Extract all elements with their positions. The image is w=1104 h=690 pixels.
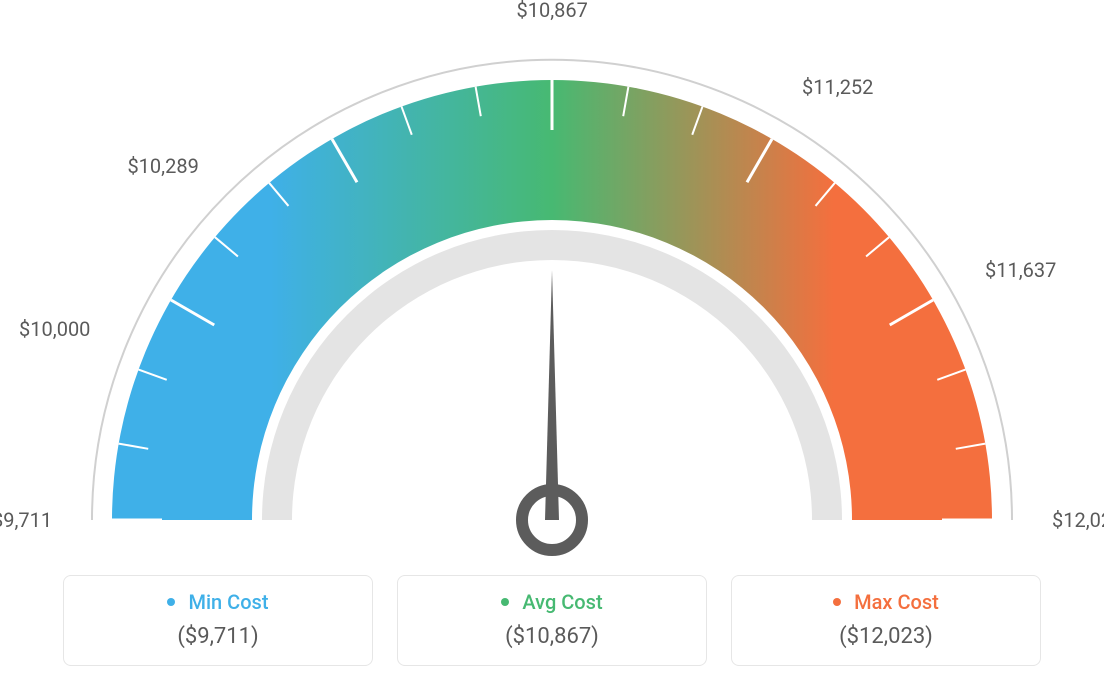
- dot-icon: [833, 598, 841, 606]
- scale-label: $12,023: [1052, 508, 1104, 532]
- dot-icon: [501, 598, 509, 606]
- legend-title-min-text: Min Cost: [188, 590, 268, 614]
- legend-value-avg: ($10,867): [408, 624, 696, 649]
- legend-title-max-text: Max Cost: [854, 590, 939, 614]
- dot-icon: [167, 598, 175, 606]
- legend-title-avg-text: Avg Cost: [522, 590, 602, 614]
- gauge-svg: [0, 0, 1104, 560]
- scale-label: $10,289: [127, 154, 198, 178]
- scale-label: $9,711: [0, 508, 52, 532]
- legend-value-max: ($12,023): [742, 624, 1030, 649]
- scale-label: $10,867: [517, 0, 588, 22]
- legend-title-min: Min Cost: [74, 590, 362, 614]
- gauge-chart: $9,711 $10,000 $10,289 $10,867 $11,252 $11,63…: [0, 0, 1104, 560]
- legend-row: Min Cost ($9,711) Avg Cost ($10,867) Max…: [0, 575, 1104, 666]
- legend-box-avg: Avg Cost ($10,867): [397, 575, 707, 666]
- scale-label: $11,252: [802, 75, 873, 99]
- legend-box-max: Max Cost ($12,023): [731, 575, 1041, 666]
- legend-value-min: ($9,711): [74, 624, 362, 649]
- legend-title-avg: Avg Cost: [408, 590, 696, 614]
- scale-label: $11,637: [985, 258, 1056, 282]
- legend-box-min: Min Cost ($9,711): [63, 575, 373, 666]
- scale-label: $10,000: [19, 317, 90, 341]
- legend-title-max: Max Cost: [742, 590, 1030, 614]
